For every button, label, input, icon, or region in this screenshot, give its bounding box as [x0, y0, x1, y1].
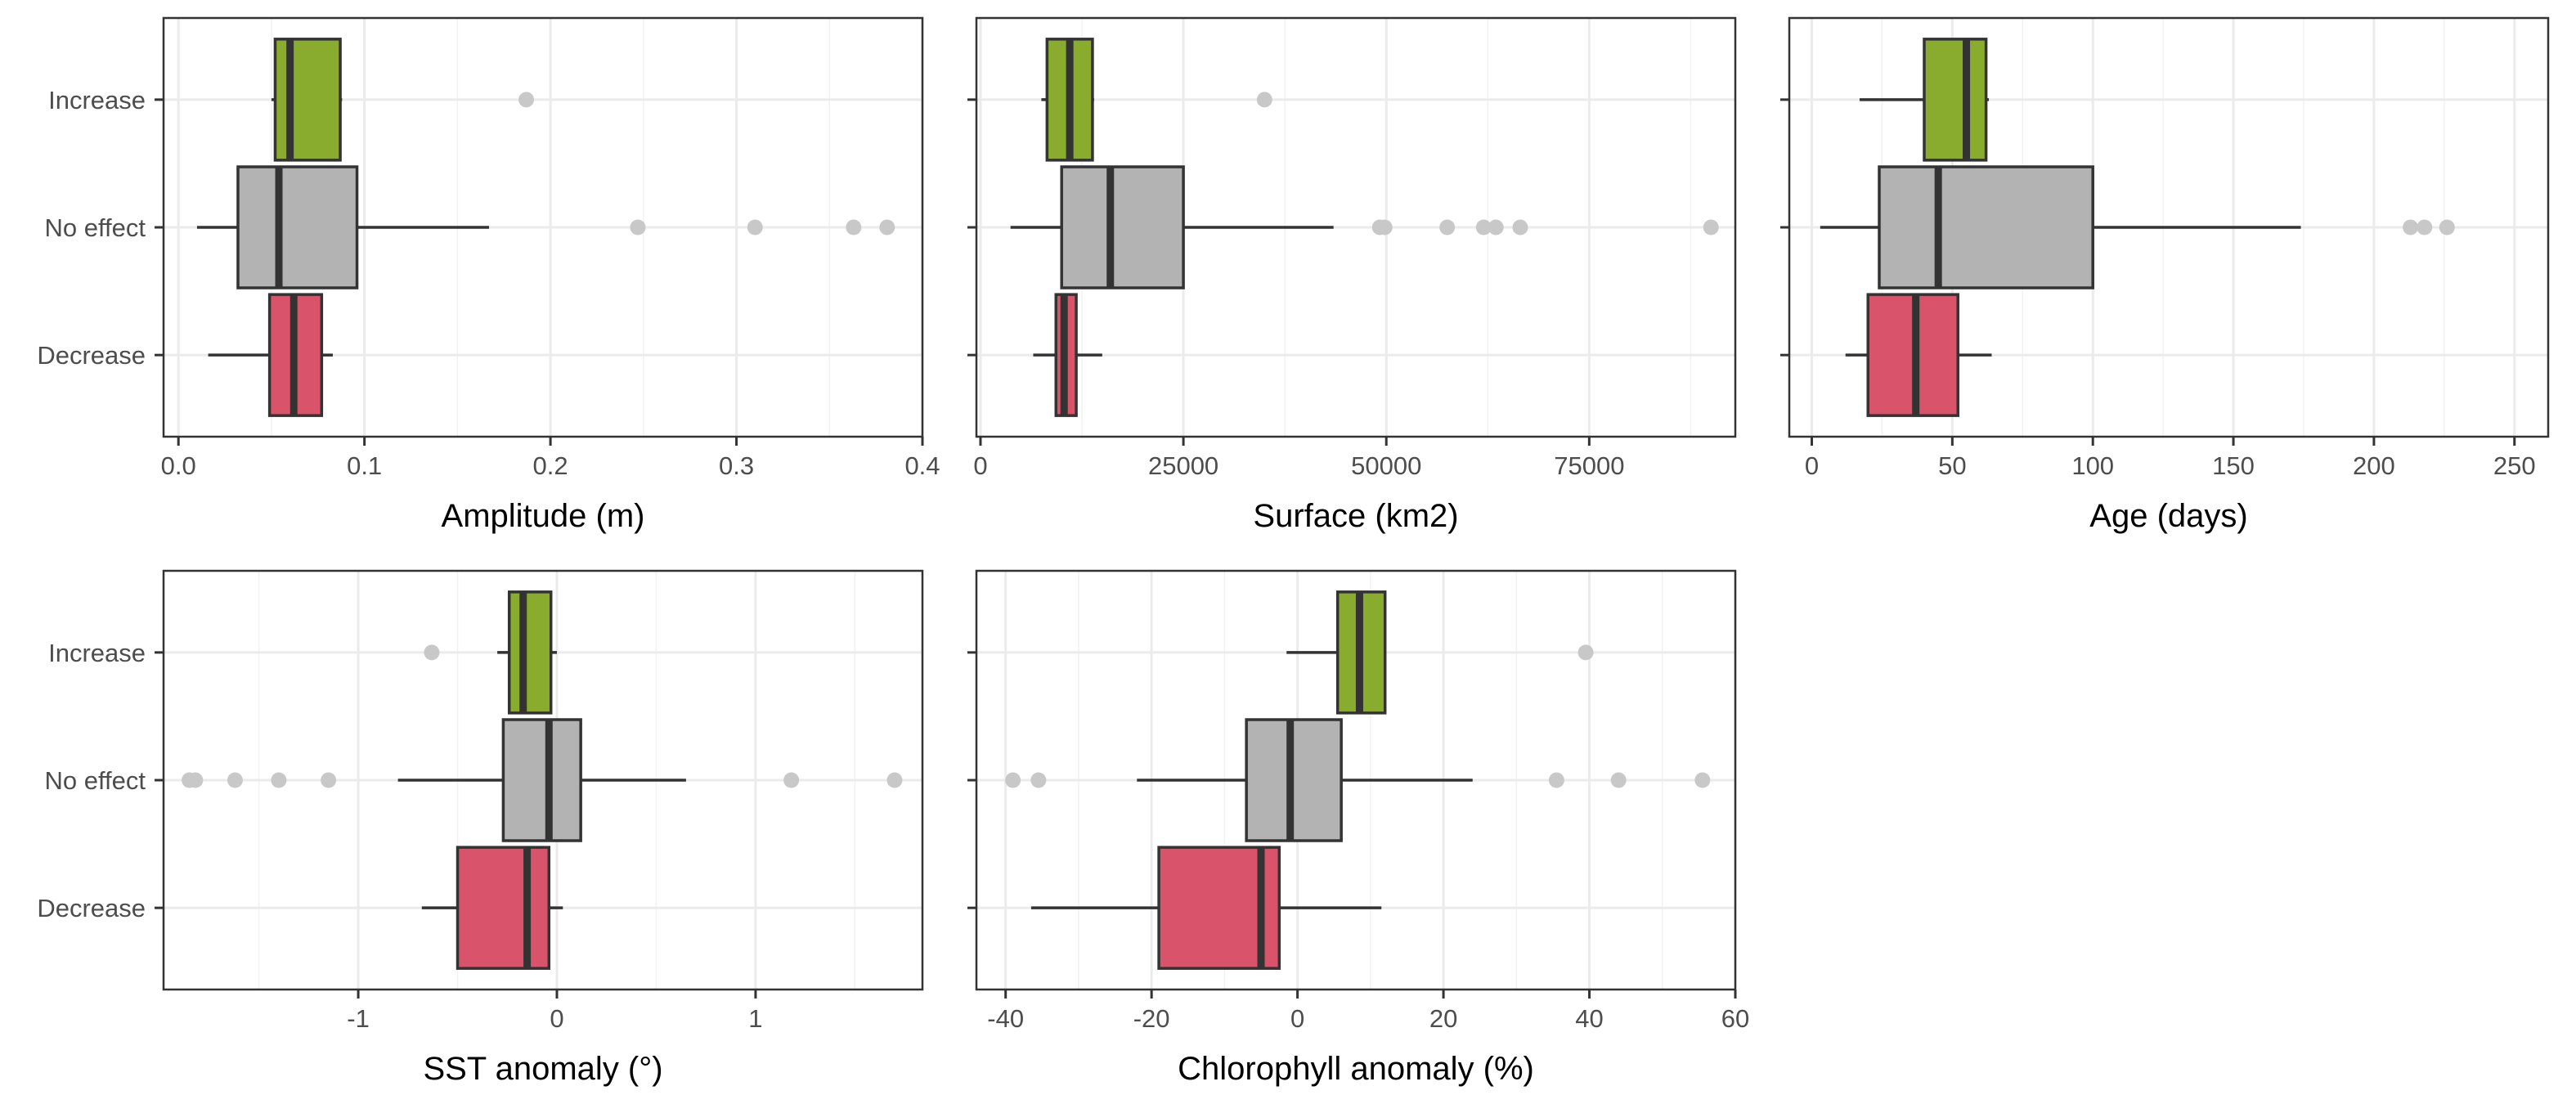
- x-tick-label: 0: [1290, 1004, 1304, 1033]
- x-axis-title: Chlorophyll anomaly (%): [1178, 1051, 1534, 1087]
- panel-4: -40 -20 0 20 40 60 Chlorophyll anomaly (%): [967, 569, 1749, 1087]
- outlier-point: [846, 219, 862, 236]
- y-tick-label: No effect: [44, 766, 146, 795]
- x-axis-title: Amplitude (m): [442, 498, 645, 534]
- box-body: [273, 38, 342, 162]
- x-tick-label: -1: [347, 1004, 370, 1033]
- x-tick-label: 20: [1429, 1004, 1457, 1033]
- box-increase: [1286, 590, 1594, 715]
- y-tick-label: Decrease: [37, 894, 146, 922]
- x-tick-label: 50: [1938, 451, 1966, 480]
- y-tick-label: Decrease: [37, 341, 146, 370]
- panel-3: Increase No effect Decrease -1 0 1 SST anomaly…: [37, 569, 924, 1087]
- x-tick-label: 75000: [1554, 451, 1624, 480]
- box-increase: [1041, 38, 1272, 162]
- box-decrease: [208, 293, 333, 417]
- x-tick-label: 25000: [1148, 451, 1218, 480]
- box-decrease: [1033, 293, 1102, 417]
- x-tick-label: 0.1: [347, 451, 382, 480]
- outlier-point: [1488, 219, 1504, 236]
- box-no-effect: [1010, 165, 1719, 289]
- box-body: [1878, 165, 2094, 289]
- box-increase: [424, 590, 558, 715]
- x-tick-label: 250: [2493, 451, 2536, 480]
- outlier-point: [1548, 772, 1564, 788]
- box-no-effect: [182, 718, 903, 842]
- y-tick-label: Increase: [48, 86, 146, 114]
- outlier-point: [2403, 219, 2419, 236]
- outlier-point: [321, 772, 337, 788]
- outlier-point: [227, 772, 243, 788]
- panel-0: Increase No effect Decrease 0.0 0.1 0.2 0.3 0.4…: [37, 16, 940, 534]
- outlier-point: [1475, 219, 1492, 236]
- outlier-point: [1610, 772, 1627, 788]
- x-tick-label: 0.0: [161, 451, 196, 480]
- outlier-point: [1256, 92, 1272, 108]
- box-body: [501, 718, 582, 842]
- outlier-point: [2417, 219, 2433, 236]
- box-decrease: [421, 846, 563, 970]
- panel-2: 0 50 100 150 200 250 Age (days): [1780, 16, 2550, 534]
- outlier-point: [630, 219, 646, 236]
- outlier-point: [187, 772, 204, 788]
- x-tick-label: 50000: [1351, 451, 1421, 480]
- x-tick-label: -20: [1133, 1004, 1170, 1033]
- box-body: [507, 590, 553, 715]
- x-tick-label: 0: [550, 1004, 563, 1033]
- outlier-point: [886, 772, 903, 788]
- outlier-point: [1005, 772, 1021, 788]
- x-tick-label: 0.3: [719, 451, 754, 480]
- outlier-point: [783, 772, 800, 788]
- x-axis-title: SST anomaly (°): [423, 1051, 662, 1087]
- outlier-point: [1694, 772, 1711, 788]
- box-body: [1060, 165, 1185, 289]
- outlier-point: [1703, 219, 1719, 236]
- x-tick-label: 200: [2353, 451, 2395, 480]
- box-body: [456, 846, 551, 970]
- outlier-point: [1376, 219, 1393, 236]
- x-axis-title: Age (days): [2089, 498, 2247, 534]
- box-increase: [271, 38, 535, 162]
- y-tick-label: Increase: [48, 639, 146, 667]
- x-tick-label: -40: [987, 1004, 1024, 1033]
- x-tick-label: 150: [2212, 451, 2255, 480]
- outlier-point: [1512, 219, 1528, 236]
- outlier-point: [518, 92, 535, 108]
- x-tick-label: 0: [1805, 451, 1819, 480]
- x-tick-label: 0: [973, 451, 987, 480]
- outlier-point: [1577, 644, 1594, 661]
- outlier-point: [1030, 772, 1047, 788]
- box-no-effect: [196, 165, 895, 289]
- x-tick-label: 60: [1721, 1004, 1749, 1033]
- x-tick-label: 0.4: [904, 451, 940, 480]
- x-tick-label: 100: [2071, 451, 2114, 480]
- x-tick-label: 40: [1575, 1004, 1603, 1033]
- box-decrease: [1030, 846, 1382, 970]
- outlier-point: [271, 772, 287, 788]
- y-tick-label: No effect: [44, 213, 146, 242]
- outlier-point: [879, 219, 895, 236]
- box-no-effect: [1820, 165, 2455, 289]
- box-body: [236, 165, 359, 289]
- x-axis-title: Surface (km2): [1253, 498, 1458, 534]
- x-tick-label: 1: [748, 1004, 762, 1033]
- outlier-point: [424, 644, 440, 661]
- x-tick-label: 0.2: [533, 451, 568, 480]
- box-body: [1923, 38, 1988, 162]
- outlier-point: [747, 219, 763, 236]
- box-no-effect: [1005, 718, 1711, 842]
- box-decrease: [1845, 293, 1992, 417]
- panel-1: 0 25000 50000 75000 Surface (km2): [967, 16, 1737, 534]
- outlier-point: [1439, 219, 1456, 236]
- outlier-point: [2439, 219, 2455, 236]
- box-increase: [1859, 38, 1990, 162]
